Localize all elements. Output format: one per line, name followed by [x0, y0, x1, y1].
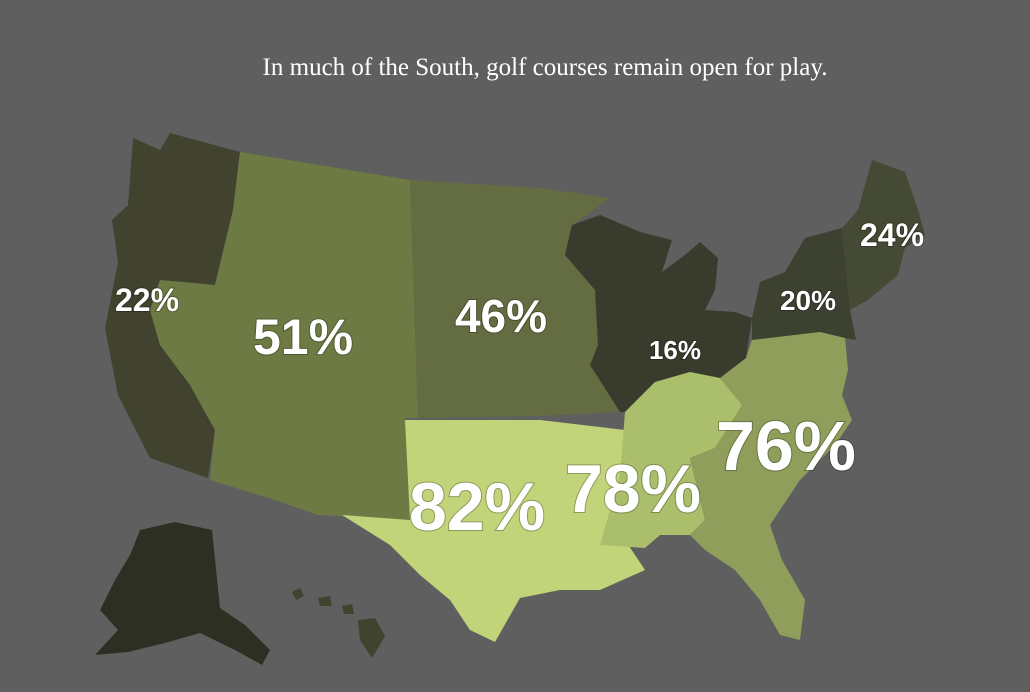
region-alaska[interactable]: [95, 522, 270, 665]
region-west-coast[interactable]: [105, 133, 240, 478]
region-south-central[interactable]: [342, 420, 645, 642]
map-title: In much of the South, golf courses remai…: [262, 54, 828, 81]
region-plains[interactable]: [410, 180, 620, 418]
region-southeast-central[interactable]: [600, 372, 742, 548]
region-label-mid-atlantic: 20%: [780, 285, 836, 316]
region-label-south-central: 82%: [409, 469, 545, 545]
region-hawaii[interactable]: [292, 588, 385, 658]
region-midwest[interactable]: [565, 215, 752, 412]
region-label-new-england: 24%: [860, 217, 924, 253]
region-label-midwest: 16%: [649, 335, 701, 365]
region-new-england[interactable]: [842, 160, 925, 310]
region-label-south-atlantic: 76%: [716, 407, 856, 485]
region-label-southeast-central: 78%: [565, 451, 701, 527]
region-mid-atlantic[interactable]: [752, 228, 856, 340]
region-label-mountain: 51%: [253, 309, 353, 365]
region-label-plains: 46%: [455, 290, 547, 342]
region-label-west-coast: 22%: [115, 282, 179, 318]
region-south-atlantic[interactable]: [690, 332, 852, 640]
region-mountain[interactable]: [150, 152, 418, 520]
